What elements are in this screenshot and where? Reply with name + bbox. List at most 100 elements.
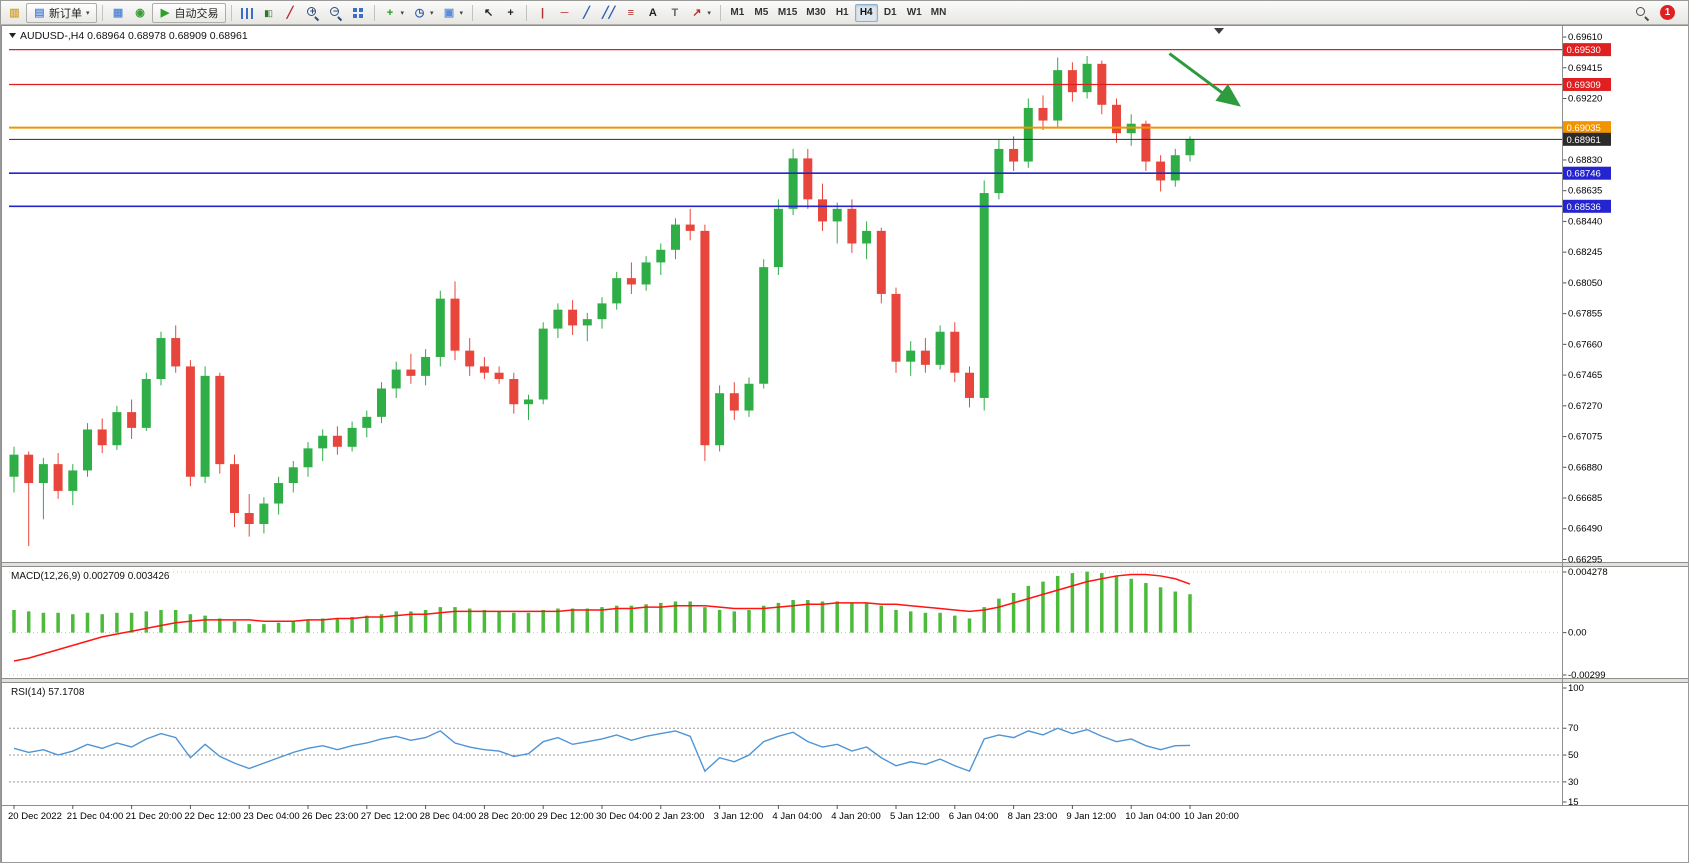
svg-text:0.68746: 0.68746 [1567,169,1601,180]
channel-button[interactable]: ╱╱ [598,3,619,23]
candle [965,372,974,398]
candle [876,230,886,294]
notification-badge[interactable]: 1 [1660,5,1675,20]
candle [377,388,386,417]
svg-text:28 Dec 04:00: 28 Dec 04:00 [420,811,477,822]
chart-window-icon: ▥ [9,6,20,19]
svg-text:-0.00299: -0.00299 [1568,670,1606,681]
indicators-icon: + [386,6,394,19]
text-label-button[interactable]: T [664,3,685,23]
chart-shift-marker[interactable] [1214,28,1224,34]
candle [847,208,857,244]
candle [1053,70,1063,121]
candle [479,366,489,373]
macd-histogram [12,571,1192,633]
zoom-in-button[interactable]: + [302,3,324,23]
svg-text:22 Dec 12:00: 22 Dec 12:00 [184,811,241,822]
panel-separator[interactable] [1,678,1689,683]
crosshair-icon: + [507,6,514,19]
chart-area[interactable]: 0.696100.694150.692200.690250.688300.686… [1,25,1689,863]
zoom-out-icon: − [329,6,343,20]
candle [156,338,166,380]
market-watch-icon: ◉ [135,6,145,19]
candle [612,278,622,304]
panel-separator[interactable] [1,562,1689,567]
terminal-window-button[interactable]: ▥ [4,3,25,23]
svg-text:0.004278: 0.004278 [1568,567,1608,578]
timeframe-d1[interactable]: D1 [879,4,902,22]
timeframe-m30[interactable]: M30 [802,4,829,22]
timeframe-w1[interactable]: W1 [903,4,926,22]
svg-text:23 Dec 04:00: 23 Dec 04:00 [243,811,300,822]
rsi-axis[interactable]: 100 70 50 30 15 [1562,683,1584,808]
timeframe-h1[interactable]: H1 [831,4,854,22]
candle [97,429,107,446]
candle [597,303,607,320]
vertical-line-button[interactable]: | [532,3,553,23]
svg-text:0.67855: 0.67855 [1568,309,1602,320]
cursor-button[interactable]: ↖ [478,3,499,23]
horizontal-line-button[interactable]: ─ [554,3,575,23]
svg-text:0.66880: 0.66880 [1568,462,1602,473]
candle [24,454,34,484]
candle [421,356,431,376]
autotrading-button[interactable]: ▶ 自动交易 [151,2,226,23]
timeframe-mn[interactable]: MN [927,4,951,22]
candle [568,309,578,326]
svg-text:0.69610: 0.69610 [1568,32,1602,43]
macd-axis[interactable]: 0.004278 0.00 -0.00299 [9,567,1608,681]
horizontal-level-lines[interactable] [9,49,1562,208]
time-axis[interactable]: 20 Dec 2022 21 Dec 04:00 21 Dec 20:00 22 De… [8,805,1239,822]
svg-text:10 Jan 20:00: 10 Jan 20:00 [1184,811,1239,822]
candle [347,427,357,447]
fibonacci-button[interactable]: ≡ [620,3,641,23]
candle [553,309,563,329]
periods-button[interactable]: ◷ ▾ [409,3,438,23]
svg-text:6 Jan 04:00: 6 Jan 04:00 [949,811,999,822]
candle [450,298,460,351]
bar-chart-button[interactable] [237,3,257,23]
candle [1009,148,1019,162]
new-order-icon: ▤ [34,6,45,19]
trendline-button[interactable]: ╱ [576,3,597,23]
text-label-icon: T [671,6,679,19]
arrow-objects-button[interactable]: ↗ ▾ [686,3,715,23]
timeframe-m5[interactable]: M5 [750,4,773,22]
timeframe-m15[interactable]: M15 [774,4,801,22]
crosshair-button[interactable]: + [500,3,521,23]
trend-arrow-annotation[interactable] [1168,52,1241,107]
tile-windows-button[interactable] [348,3,369,23]
candle [509,379,519,405]
candle [171,338,181,367]
clock-icon: ◷ [414,6,425,19]
macd-signal-line [13,573,1191,662]
timeframe-m1[interactable]: M1 [726,4,749,22]
candlestick-chart-button[interactable]: ▮▯ [258,3,279,23]
candle [435,298,445,357]
candle [744,383,754,411]
candle [832,208,842,222]
text-button[interactable]: A [642,3,663,23]
search-button[interactable] [1631,3,1653,23]
timeframe-h4[interactable]: H4 [854,3,878,22]
svg-text:100: 100 [1568,683,1584,694]
zoom-out-button[interactable]: − [325,3,347,23]
market-watch-button[interactable]: ◉ [130,3,151,23]
symbol-dropdown-icon[interactable] [9,33,16,38]
line-chart-button[interactable]: ╱ [280,3,301,23]
profiles-button[interactable]: ▦ [108,3,129,23]
candle [141,379,151,428]
svg-text:0.68635: 0.68635 [1568,186,1602,197]
dropdown-arrow-icon: ▾ [400,9,405,17]
candle [1156,161,1166,181]
toolbar-separator [526,4,528,21]
indicators-button[interactable]: + ▾ [380,3,409,23]
new-order-button[interactable]: ▤ 新订单 ▾ [26,2,97,23]
vline-icon: | [541,6,545,19]
templates-button[interactable]: ▣ ▾ [439,3,468,23]
hline-icon: ─ [560,6,569,19]
candle [582,319,592,326]
zoom-in-icon: + [306,6,320,20]
candle [259,503,269,525]
